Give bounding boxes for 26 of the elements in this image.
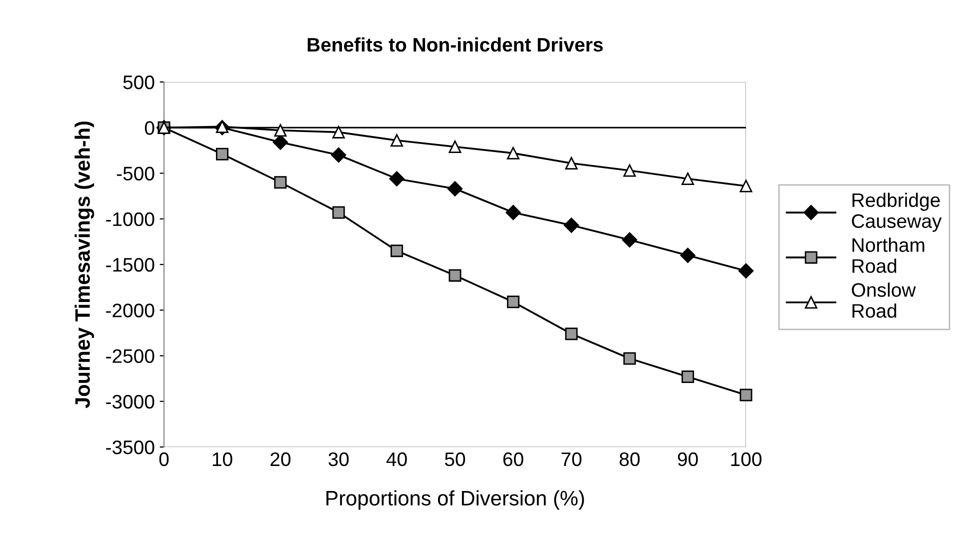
x-tick-label: 10 xyxy=(212,452,232,466)
y-tick-label: -2500 xyxy=(106,349,154,363)
y-tick-label: 500 xyxy=(123,75,154,90)
y-tick-label: -2000 xyxy=(106,304,154,318)
x-tick-label: 0 xyxy=(159,452,169,466)
chart-title: Benefits to Non-inicdent Drivers xyxy=(308,37,603,52)
y-tick-label: -3500 xyxy=(106,440,154,454)
x-tick-label: 100 xyxy=(731,452,762,466)
y-tick-label: -1000 xyxy=(106,212,154,226)
y-tick-label: -500 xyxy=(116,166,154,180)
x-tick-label: 90 xyxy=(678,452,698,466)
y-tick-label: 0 xyxy=(144,121,154,135)
x-tick-label: 80 xyxy=(620,452,640,466)
x-tick-label: 20 xyxy=(270,452,290,466)
legend-label: Redbridge Causeway xyxy=(852,192,942,232)
y-axis-title: Journey Timesavings (veh-h) xyxy=(74,122,94,408)
legend-label: Onslow Road xyxy=(852,282,916,318)
x-tick-label: 40 xyxy=(386,452,407,466)
x-tick-label: 60 xyxy=(503,452,524,466)
legend-label: Northam Road xyxy=(852,238,924,273)
x-axis-title: Proportions of Diversion (%) xyxy=(326,490,584,510)
x-tick-label: 30 xyxy=(328,452,349,466)
y-tick-label: -3000 xyxy=(106,394,154,409)
x-tick-label: 50 xyxy=(444,452,466,466)
x-tick-label: 70 xyxy=(562,452,582,466)
y-tick-label: -1500 xyxy=(106,258,154,272)
